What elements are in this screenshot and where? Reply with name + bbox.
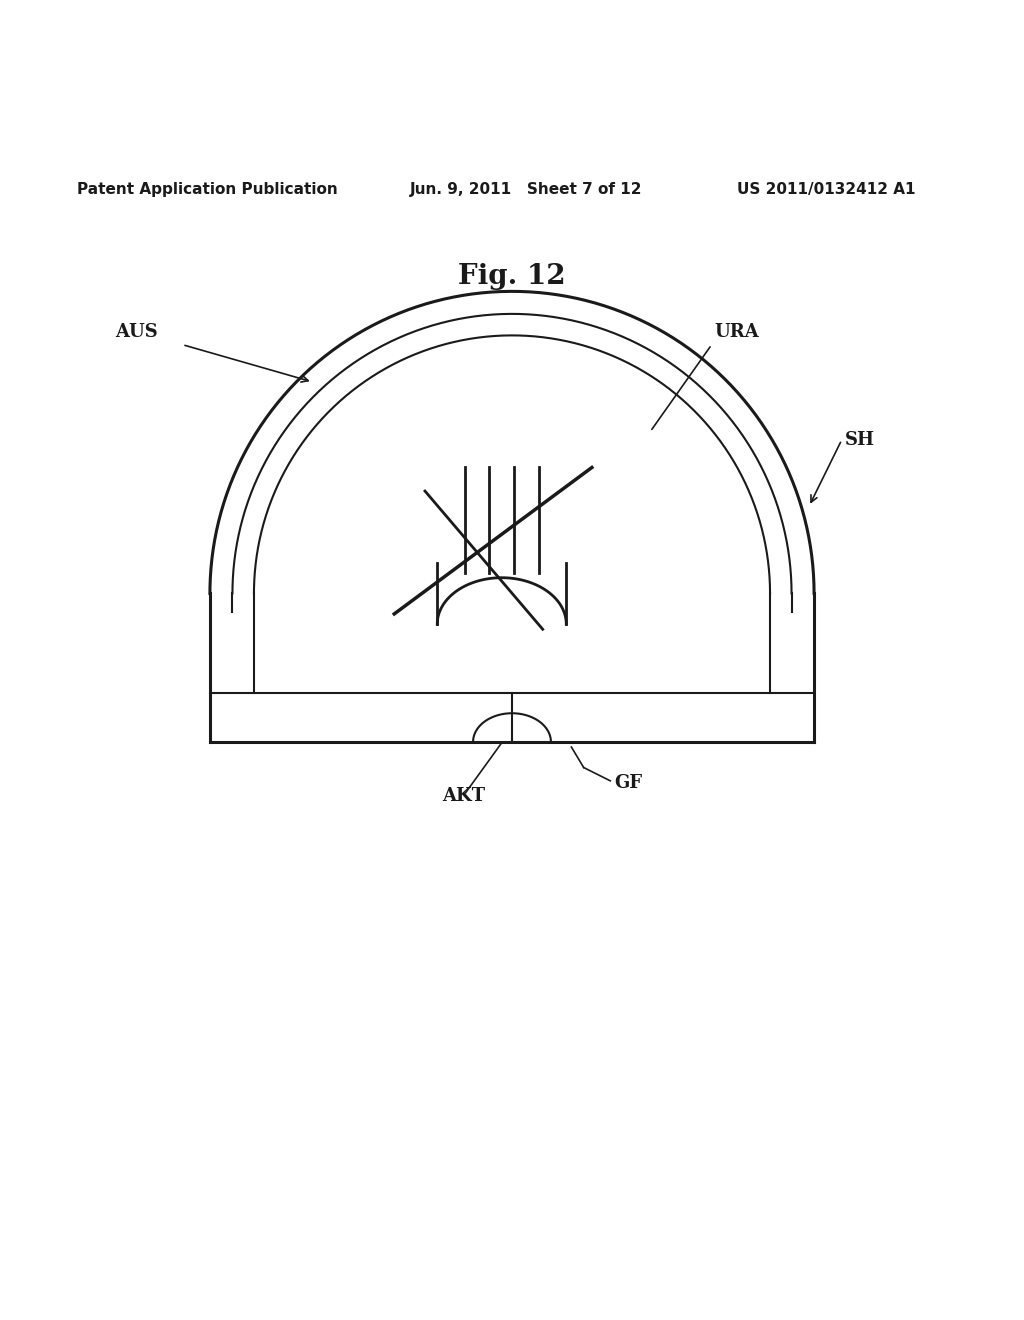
Text: Jun. 9, 2011   Sheet 7 of 12: Jun. 9, 2011 Sheet 7 of 12 [410,182,642,197]
Text: Patent Application Publication: Patent Application Publication [77,182,338,197]
Text: AKT: AKT [442,787,485,805]
Text: SH: SH [845,430,874,449]
Text: URA: URA [715,323,760,342]
Text: US 2011/0132412 A1: US 2011/0132412 A1 [737,182,915,197]
Text: Fig. 12: Fig. 12 [458,263,566,289]
Text: AUS: AUS [115,323,158,342]
Text: GF: GF [614,774,642,792]
